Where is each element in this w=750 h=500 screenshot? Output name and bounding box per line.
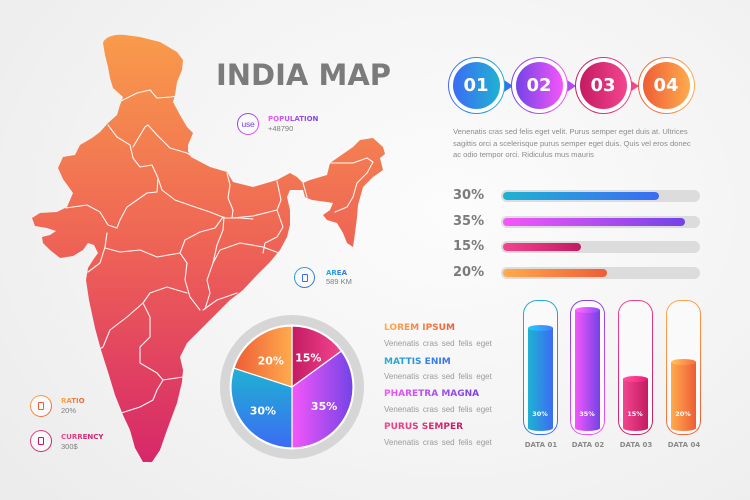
progress-label: 15% (453, 239, 485, 254)
cylinder-container: 30% (523, 300, 558, 435)
step-number: 03 (579, 61, 627, 109)
page-title: INDIA MAP (216, 58, 392, 92)
currency-icon-ring (30, 430, 52, 452)
description-line: ac odio tempor orci. Ridiculus mus mauri… (453, 150, 594, 159)
progress-track (501, 267, 700, 279)
cylinder-container: 20% (666, 300, 701, 435)
step-number: 02 (515, 61, 563, 109)
pie-slice-label: 30% (250, 405, 276, 418)
area-value: 589 KM (326, 277, 352, 286)
cylinder-value: 15% (627, 410, 643, 418)
progress-fill (503, 269, 607, 277)
legend-title: PURUS SEMPER (384, 422, 464, 432)
currency-label: CURRENCY (61, 433, 104, 441)
step-03: 03 (575, 57, 632, 114)
population-value: +48790 (268, 124, 294, 133)
step-01: 01 (448, 57, 505, 114)
cylinder-category-label: DATA 01 (524, 441, 558, 449)
progress-label: 35% (453, 214, 485, 229)
currency-value: 300$ (61, 442, 78, 451)
area-label: AREA (326, 269, 348, 277)
pie-slice (230, 367, 293, 449)
step-connector (567, 80, 576, 92)
cylinder-category-label: DATA 04 (667, 441, 701, 449)
ratio-label: RATIO (61, 397, 85, 405)
pie-slice-label: 15% (295, 351, 321, 364)
area-icon-ring (294, 267, 315, 288)
cylinder-container: 35% (570, 300, 605, 435)
progress-track (501, 190, 700, 202)
cylinder-value: 30% (532, 410, 548, 418)
placeholder-glyph-icon (301, 273, 308, 282)
cylinder-value: 35% (579, 410, 595, 418)
legend-desc: Venenatis cras sed felis eget (384, 405, 492, 414)
step-connector (504, 80, 513, 92)
step-02: 02 (511, 57, 568, 114)
cylinder-value: 20% (675, 410, 691, 418)
pie-slice-label: 20% (258, 354, 284, 367)
placeholder-glyph-icon (38, 402, 44, 410)
placeholder-glyph-icon (38, 437, 44, 445)
progress-track (501, 241, 700, 253)
description-line: sagittis orci a scelerisque purus semper… (453, 138, 691, 148)
legend-desc: Venenatis cras sed felis eget (384, 372, 492, 381)
legend-title: MATTIS ENIM (384, 357, 451, 367)
pie-slice (291, 325, 343, 389)
pie-slice (291, 350, 354, 449)
progress-fill (503, 192, 659, 200)
step-number: 04 (642, 61, 690, 109)
pie-slice-label: 35% (311, 400, 337, 413)
description-paragraph: Venenatis cras sed felis eget velit. Pur… (453, 126, 691, 161)
progress-fill (503, 243, 581, 251)
legend-title: PHARETRA MAGNA (384, 389, 480, 399)
step-connector (630, 80, 639, 92)
population-label: POPULATION (268, 115, 319, 123)
user-icon: use (241, 119, 255, 129)
india-map-shape (32, 34, 385, 463)
state-borders (65, 89, 374, 415)
cylinder-category-label: DATA 02 (571, 441, 605, 449)
cylinder-fill: 30% (527, 327, 553, 431)
population-icon-ring: use (237, 113, 259, 135)
progress-label: 20% (453, 265, 485, 280)
progress-fill (503, 218, 685, 226)
cylinder-category-label: DATA 03 (619, 441, 653, 449)
cylinder-fill: 15% (622, 379, 648, 431)
ratio-icon-ring (30, 395, 52, 417)
cylinder-container: 15% (618, 300, 653, 435)
cylinder-fill: 20% (670, 362, 696, 431)
pie-slice (233, 325, 293, 388)
cylinder-fill: 35% (574, 310, 600, 431)
progress-track (501, 216, 700, 228)
legend-desc: Venenatis cras sed felis eget (384, 339, 492, 348)
description-line: Venenatis cras sed felis eget velit. Pur… (453, 127, 688, 136)
pie-chart: 15% 35% 30% 20% (220, 315, 364, 459)
step-04: 04 (638, 57, 695, 114)
legend-desc: Venenatis cras sed felis eget (384, 438, 492, 447)
progress-label: 30% (453, 188, 485, 203)
step-number: 01 (452, 61, 500, 109)
ratio-value: 20% (61, 406, 77, 415)
legend-title: LOREM IPSUM (384, 323, 455, 333)
